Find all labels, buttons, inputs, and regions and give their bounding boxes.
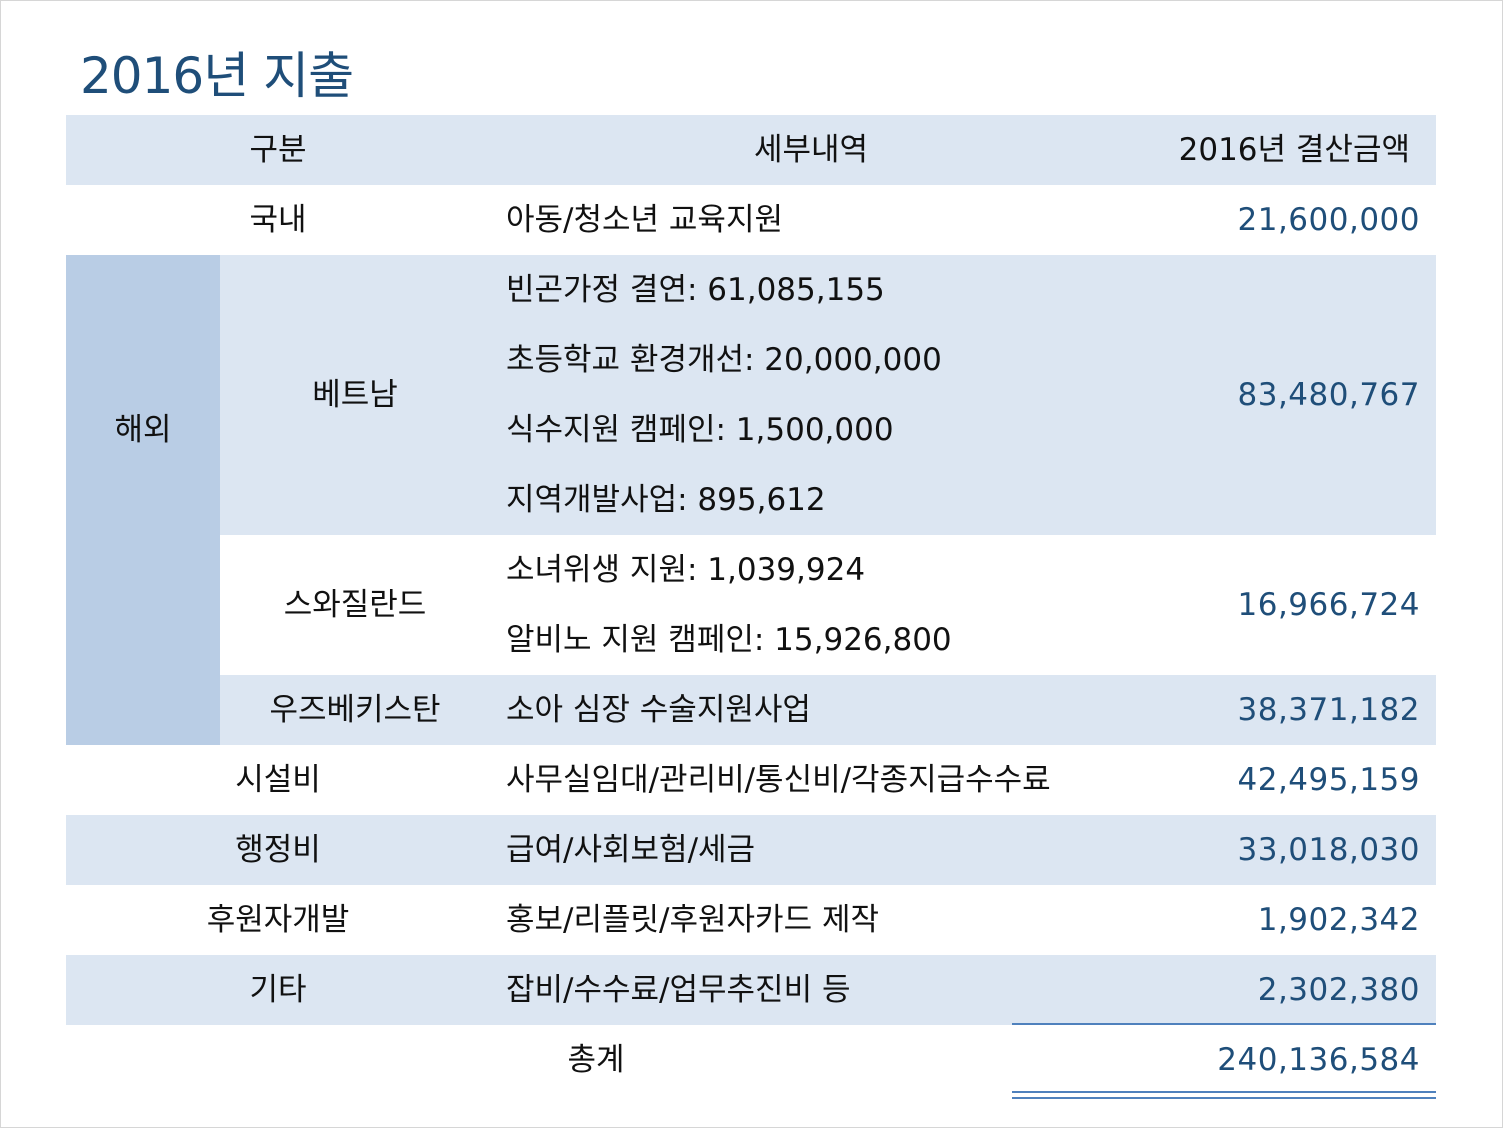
uzbekistan-detail: 소아 심장 수술지원사업 [506, 692, 811, 728]
domestic-category: 국내 [249, 202, 307, 238]
administration-category: 행정비 [235, 832, 321, 868]
donor-development-category: 후원자개발 [206, 902, 350, 938]
other-detail: 잡비/수수료/업무추진비 등 [506, 972, 851, 1008]
swaziland-detail-line: 알비노 지원 캠페인: 15,926,800 [506, 622, 952, 658]
other-amount: 2,302,380 [1257, 972, 1420, 1008]
total-amount: 240,136,584 [1217, 1042, 1420, 1078]
total-double-rule-lower [1012, 1097, 1436, 1099]
vietnam-detail-line: 빈곤가정 결연: 61,085,155 [506, 272, 885, 308]
total-top-rule [1012, 1023, 1436, 1025]
administration-detail: 급여/사회보험/세금 [506, 832, 756, 868]
administration-amount: 33,018,030 [1237, 832, 1420, 868]
swaziland-country: 스와질란드 [283, 587, 427, 623]
facilities-category: 시설비 [235, 762, 321, 798]
administration-row-background [66, 815, 1436, 885]
header-detail: 세부내역 [753, 132, 869, 168]
domestic-amount: 21,600,000 [1237, 202, 1420, 238]
vietnam-row-background [220, 255, 1436, 535]
uzbekistan-country: 우즈베키스탄 [269, 692, 441, 728]
header-category: 구분 [249, 132, 307, 168]
total-label: 총계 [567, 1042, 625, 1078]
header-amount: 2016년 결산금액 [1178, 132, 1410, 168]
swaziland-amount: 16,966,724 [1237, 587, 1420, 623]
facilities-amount: 42,495,159 [1237, 762, 1420, 798]
vietnam-country: 베트남 [312, 377, 398, 413]
vietnam-detail-line: 지역개발사업: 895,612 [506, 482, 826, 518]
domestic-detail: 아동/청소년 교육지원 [506, 202, 783, 238]
donor-development-amount: 1,902,342 [1257, 902, 1420, 938]
vietnam-detail-line: 초등학교 환경개선: 20,000,000 [506, 342, 942, 378]
swaziland-detail-line: 소녀위생 지원: 1,039,924 [506, 552, 866, 588]
facilities-detail: 사무실임대/관리비/통신비/각종지급수수료 [506, 762, 1051, 798]
vietnam-amount: 83,480,767 [1237, 377, 1420, 413]
uzbekistan-row-background [220, 675, 1436, 745]
overseas-category: 해외 [114, 412, 172, 448]
other-row-background [66, 955, 1436, 1025]
vietnam-detail-line: 식수지원 캠페인: 1,500,000 [506, 412, 894, 448]
other-category: 기타 [249, 972, 307, 1008]
header-row [66, 115, 1436, 185]
total-double-rule-upper [1012, 1091, 1436, 1093]
page-title: 2016년 지출 [80, 47, 354, 105]
overseas-category-cell [66, 255, 220, 745]
donor-development-detail: 홍보/리플릿/후원자카드 제작 [506, 902, 879, 938]
uzbekistan-amount: 38,371,182 [1237, 692, 1420, 728]
